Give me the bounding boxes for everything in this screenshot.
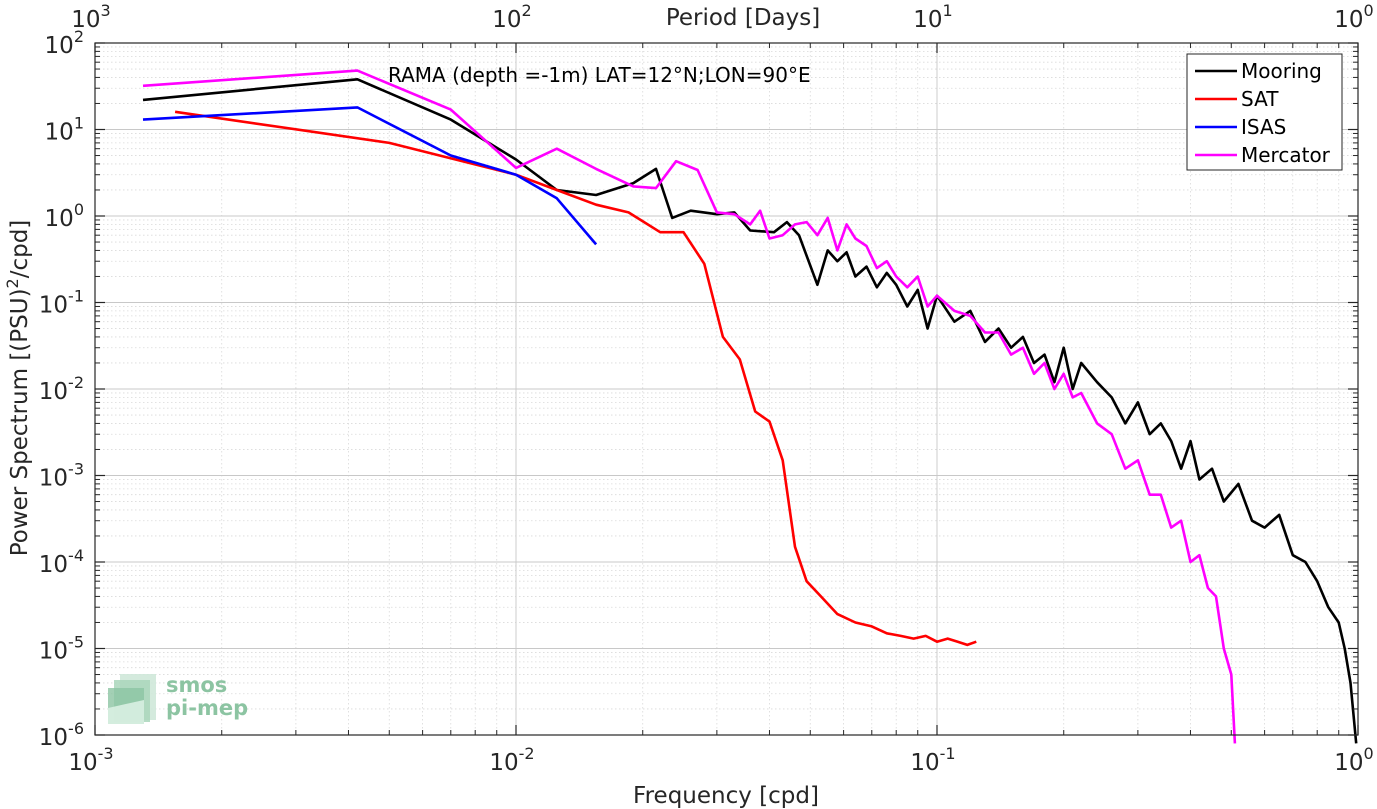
series-line-mercator xyxy=(142,69,1237,744)
y-axis-title: Power Spectrum [(PSU)2/cpd] xyxy=(3,220,33,557)
logo-graphic xyxy=(108,674,156,724)
legend-label-isas: ISAS xyxy=(1241,115,1286,139)
y-tick-label: 10-1 xyxy=(39,287,84,319)
legend: Mooring SAT ISAS Mercator xyxy=(1186,53,1343,171)
series-layer xyxy=(142,69,1358,744)
legend-label-mercator: Mercator xyxy=(1241,143,1331,167)
y-tick-label: 10-2 xyxy=(39,373,84,405)
y-tick-label: 10-5 xyxy=(39,633,84,665)
x-tick-label: 10-2 xyxy=(489,744,534,776)
x-tick-label: 10-3 xyxy=(68,744,113,776)
legend-label-sat: SAT xyxy=(1241,87,1279,111)
y-tick-label: 10-4 xyxy=(39,546,84,578)
top-tick-label: 100 xyxy=(1334,1,1373,33)
series-line-isas xyxy=(142,106,598,246)
legend-box xyxy=(1186,53,1343,171)
logo-text-pi-mep: pi-mep xyxy=(166,696,248,720)
minor-grid xyxy=(95,43,1358,735)
x-tick-label: 100 xyxy=(1334,744,1373,776)
legend-label-mooring: Mooring xyxy=(1241,59,1322,83)
y-tick-label: 10-6 xyxy=(39,719,84,751)
logo-text-smos: smos xyxy=(166,673,227,697)
y-tick-label: 101 xyxy=(45,114,84,146)
series-line-sat xyxy=(174,110,977,647)
chart-annotation: RAMA (depth =-1m) LAT=12°N;LON=90°E xyxy=(388,63,811,87)
tick-marks xyxy=(94,42,1359,736)
top-tick-label: 102 xyxy=(492,1,531,33)
x-tick-label: 10-1 xyxy=(910,744,955,776)
x-axis-title: Frequency [cpd] xyxy=(633,783,819,809)
y-tick-label: 102 xyxy=(45,27,84,59)
y-tick-label: 100 xyxy=(45,200,84,232)
smos-pi-mep-logo: smos pi-mep xyxy=(108,673,248,724)
top-axis-title: Period [Days] xyxy=(666,5,820,31)
y-tick-label: 10-3 xyxy=(39,460,84,492)
top-tick-label: 101 xyxy=(913,1,952,33)
top-tick-label: 103 xyxy=(71,1,110,33)
